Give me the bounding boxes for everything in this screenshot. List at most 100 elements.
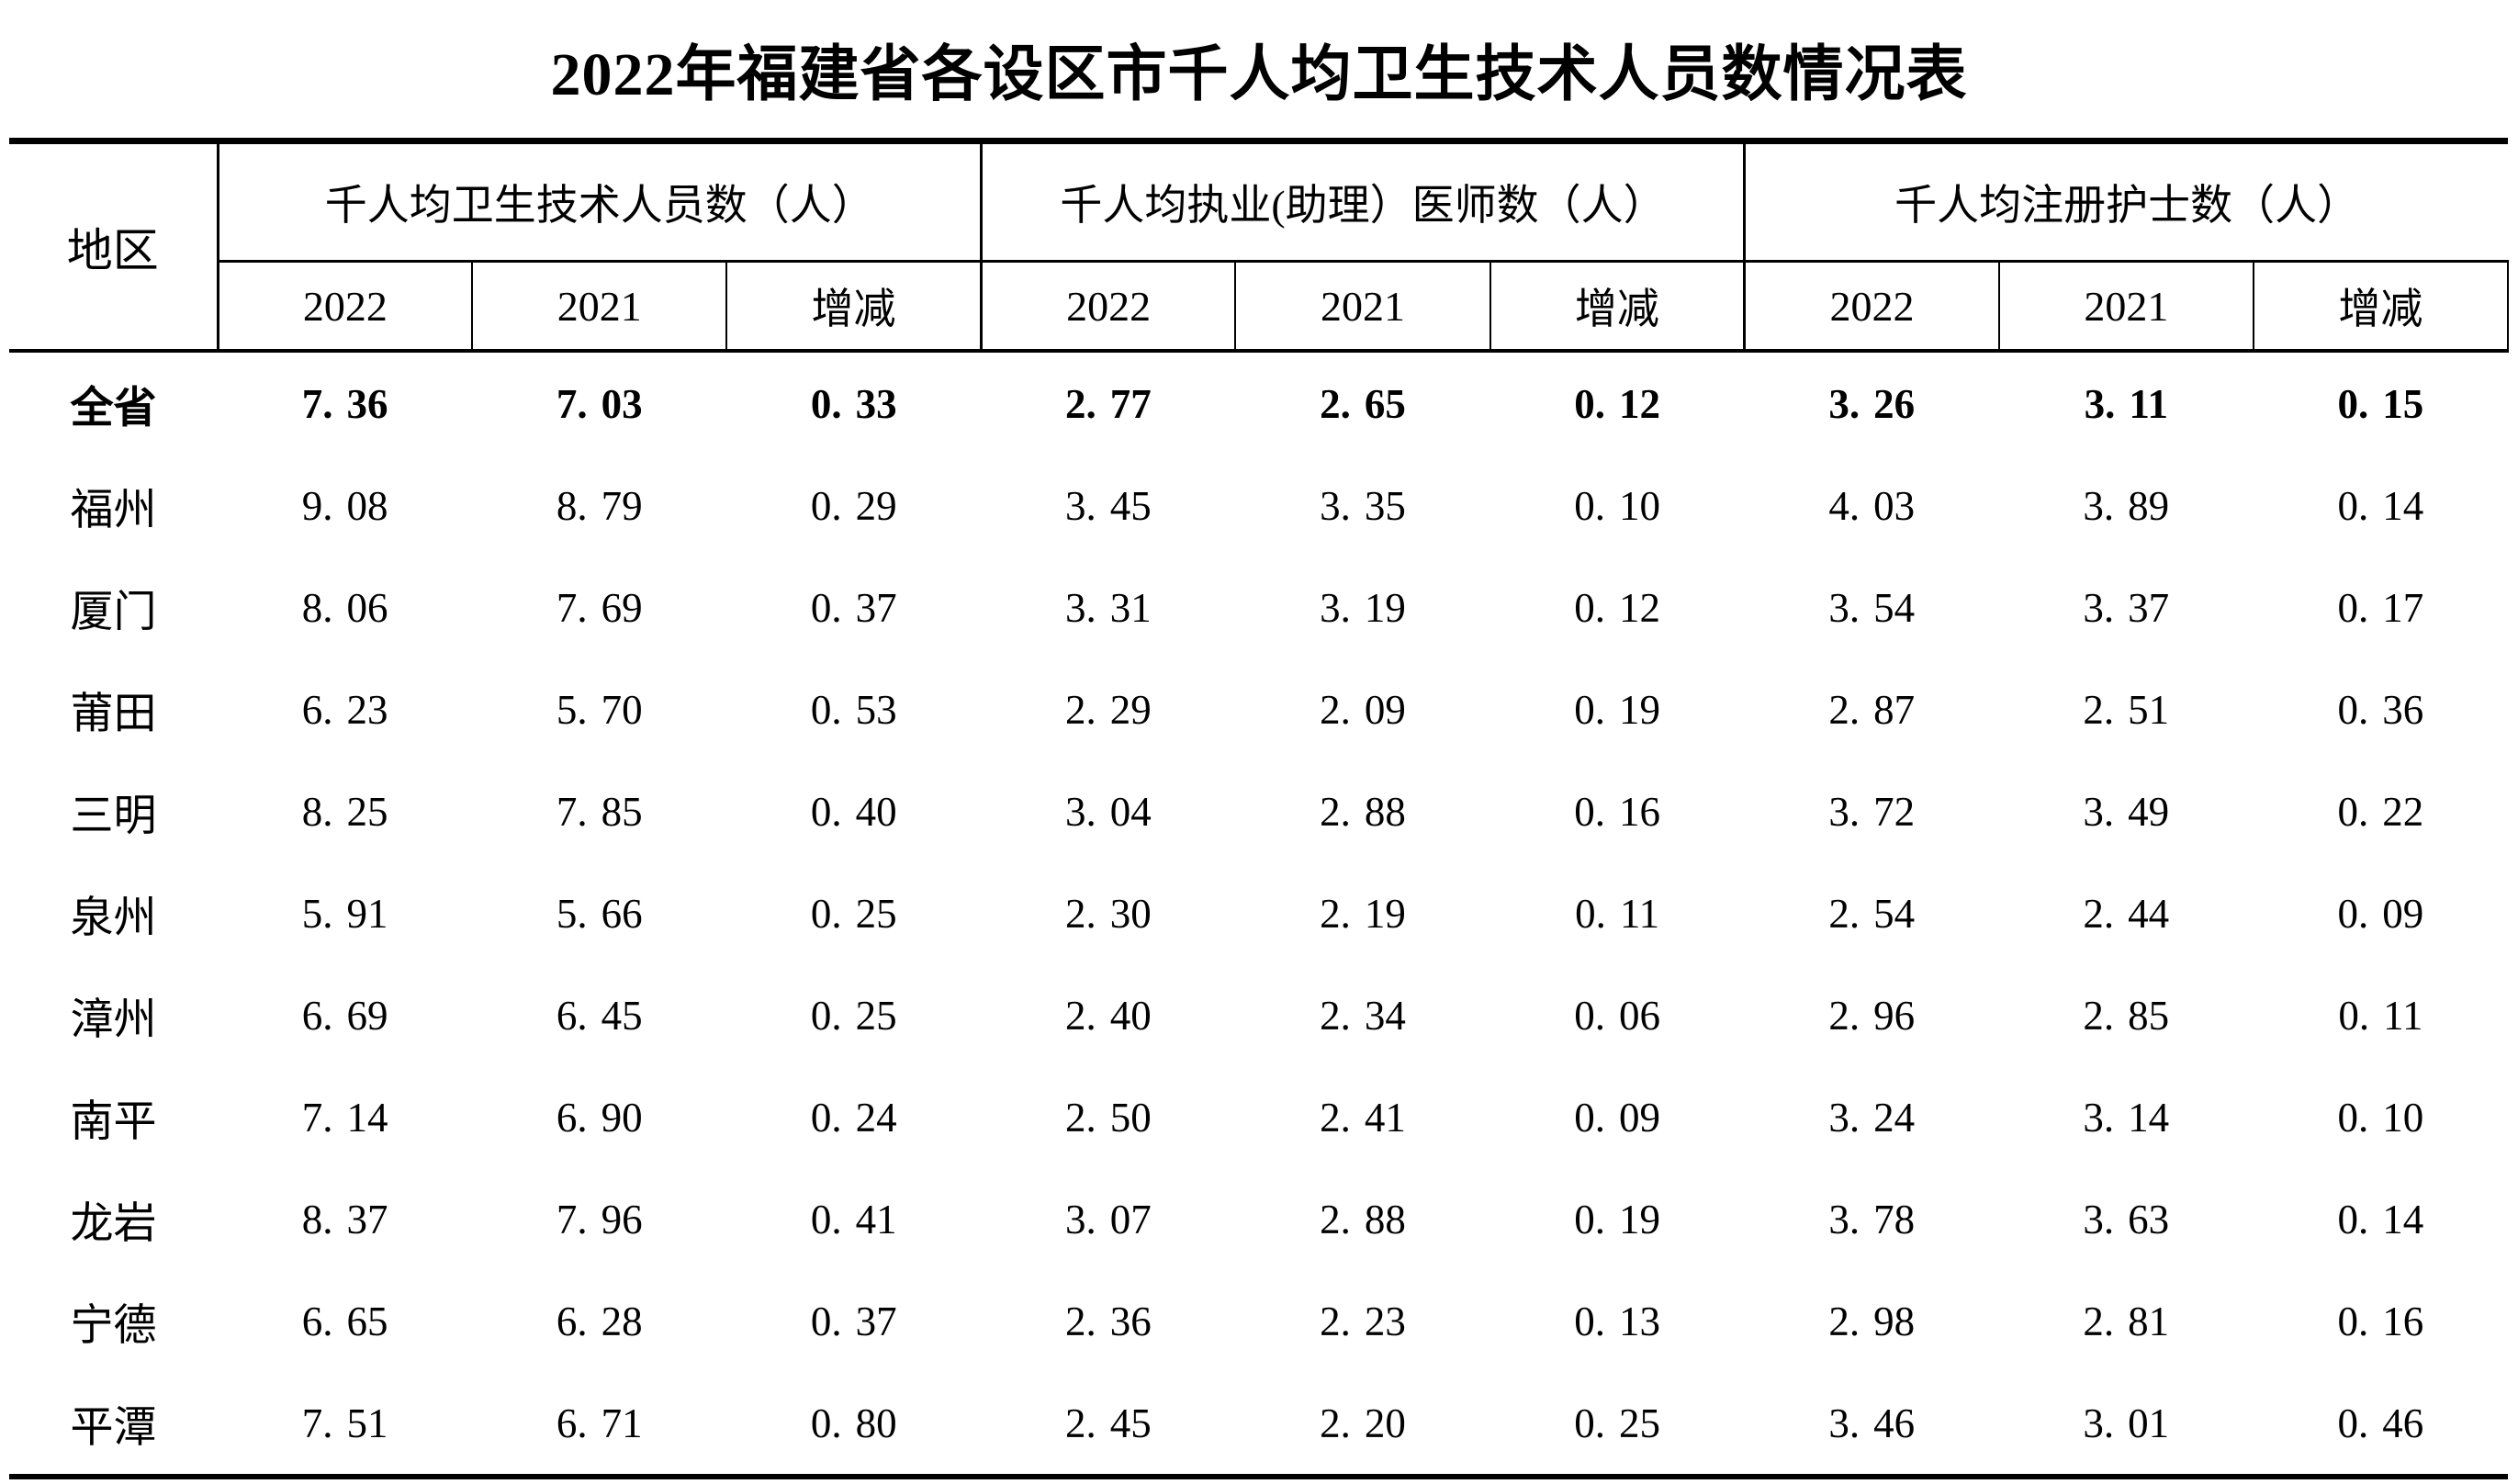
value-cell: 0. 14: [2337, 482, 2424, 529]
region-label: 全省: [70, 385, 157, 433]
value-cell: 2. 81: [2083, 1298, 2170, 1344]
value-cell: 2. 29: [1065, 686, 1152, 733]
subheader-2022: 2022: [216, 261, 473, 353]
group-header-health-technicians: 千人均卫生技术人员数（人）: [216, 141, 982, 263]
subheader-change: 增减: [2252, 261, 2510, 353]
value-cell: 2. 51: [2083, 686, 2170, 733]
subheader-2022: 2022: [1743, 261, 1999, 353]
value-cell: 2. 65: [1320, 380, 1406, 427]
title-bar: 2022年福建省各设区市千人均卫生技术人员数情况表: [0, 0, 2518, 138]
region-label: 平潭: [70, 1404, 157, 1452]
value-cell: 0. 24: [810, 1094, 897, 1141]
value-cell: 0. 06: [1574, 992, 1660, 1039]
value-cell: 0. 17: [2337, 584, 2424, 631]
value-cell: 2. 88: [1320, 788, 1406, 835]
region-label: 漳州: [70, 996, 157, 1044]
subheader-change: 增减: [1489, 261, 1745, 353]
value-cell: 0. 80: [810, 1400, 897, 1446]
value-cell: 0. 29: [810, 482, 897, 529]
value-cell: 0. 09: [2337, 890, 2424, 937]
table-row: 全省 7. 36 7. 03 0. 33 2. 77 2. 65 0. 12 3. 26 3. …: [9, 351, 2508, 455]
value-cell: 2. 36: [1065, 1298, 1152, 1344]
table-header: 地区 千人均卫生技术人员数（人） 千人均执业(助理）医师数（人） 千人均注册护士…: [9, 141, 2510, 353]
value-cell: 0. 25: [1574, 1400, 1660, 1446]
subheader-2022: 2022: [979, 261, 1236, 353]
value-cell: 9. 08: [301, 482, 388, 529]
region-column-header: 地区: [9, 141, 219, 353]
value-cell: 0. 37: [810, 1298, 897, 1344]
value-cell: 0. 16: [1574, 788, 1660, 835]
table-row: 福州 9. 08 8. 79 0. 29 3. 45 3. 35 0. 10 4. 03 3. …: [9, 455, 2508, 556]
subheader-2021: 2021: [1234, 261, 1490, 353]
value-cell: 7. 36: [301, 380, 388, 427]
value-cell: 3. 07: [1065, 1196, 1152, 1242]
value-cell: 2. 34: [1320, 992, 1406, 1039]
region-label: 厦门: [70, 589, 157, 636]
region-label: 龙岩: [70, 1200, 157, 1248]
value-cell: 0. 12: [1574, 584, 1660, 631]
value-cell: 3. 46: [1828, 1400, 1916, 1446]
value-cell: 7. 14: [301, 1094, 388, 1141]
subheader-2021: 2021: [1997, 261, 2254, 353]
value-cell: 3. 45: [1065, 482, 1152, 529]
value-cell: 8. 06: [301, 584, 388, 631]
value-cell: 6. 69: [301, 992, 388, 1039]
table-row: 龙岩 8. 37 7. 96 0. 41 3. 07 2. 88 0. 19 3. 78 3. …: [9, 1168, 2508, 1270]
value-cell: 4. 03: [1828, 482, 1916, 529]
value-cell: 6. 90: [556, 1094, 643, 1141]
value-cell: 5. 91: [301, 890, 388, 937]
value-cell: 2. 20: [1320, 1400, 1406, 1446]
value-cell: 3. 37: [2083, 584, 2170, 631]
value-cell: 0. 16: [2337, 1298, 2424, 1344]
value-cell: 2. 50: [1065, 1094, 1152, 1141]
value-cell: 3. 01: [2083, 1400, 2170, 1446]
health-personnel-table: 地区 千人均卫生技术人员数（人） 千人均执业(助理）医师数（人） 千人均注册护士…: [9, 138, 2510, 1479]
value-cell: 2. 40: [1065, 992, 1152, 1039]
value-cell: 6. 71: [556, 1400, 643, 1446]
value-cell: 0. 11: [2338, 992, 2423, 1039]
value-cell: 3. 78: [1828, 1196, 1916, 1242]
page-title: 2022年福建省各设区市千人均卫生技术人员数情况表: [550, 41, 1968, 108]
value-cell: 0. 15: [2337, 380, 2424, 427]
value-cell: 6. 23: [301, 686, 388, 733]
value-cell: 2. 54: [1828, 890, 1916, 937]
value-cell: 0. 13: [1574, 1298, 1660, 1344]
value-cell: 3. 14: [2083, 1094, 2170, 1141]
value-cell: 0. 19: [1574, 1196, 1660, 1242]
table-row: 莆田 6. 23 5. 70 0. 53 2. 29 2. 09 0. 19 2. 87 2. …: [9, 658, 2508, 760]
value-cell: 3. 54: [1828, 584, 1916, 631]
value-cell: 0. 25: [810, 890, 897, 937]
value-cell: 0. 53: [810, 686, 897, 733]
value-cell: 3. 63: [2083, 1196, 2170, 1242]
value-cell: 3. 49: [2083, 788, 2170, 835]
table-row: 三明 8. 25 7. 85 0. 40 3. 04 2. 88 0. 16 3. 72 3. …: [9, 760, 2508, 862]
value-cell: 5. 70: [556, 686, 643, 733]
value-cell: 2. 98: [1828, 1298, 1916, 1344]
value-cell: 8. 25: [301, 788, 388, 835]
value-cell: 0. 46: [2337, 1400, 2424, 1446]
value-cell: 2. 96: [1828, 992, 1916, 1039]
table-row: 南平 7. 14 6. 90 0. 24 2. 50 2. 41 0. 09 3. 24 3. …: [9, 1066, 2508, 1168]
region-label: 莆田: [70, 691, 157, 738]
value-cell: 0. 09: [1574, 1094, 1660, 1141]
value-cell: 7. 85: [556, 788, 643, 835]
value-cell: 0. 19: [1574, 686, 1660, 733]
value-cell: 2. 87: [1828, 686, 1916, 733]
value-cell: 0. 12: [1574, 380, 1660, 427]
value-cell: 3. 26: [1828, 380, 1916, 427]
subheader-2021: 2021: [471, 261, 727, 353]
header-sub-row: 2022 2021 增减 2022 2021 增减 2022 2021 增减: [9, 261, 2510, 353]
value-cell: 7. 96: [556, 1196, 643, 1242]
table-body: 全省 7. 36 7. 03 0. 33 2. 77 2. 65 0. 12 3. 26 3. …: [9, 351, 2508, 1477]
value-cell: 2. 77: [1065, 380, 1152, 427]
value-cell: 6. 28: [556, 1298, 643, 1344]
value-cell: 3. 24: [1828, 1094, 1916, 1141]
value-cell: 6. 45: [556, 992, 643, 1039]
region-label: 福州: [70, 487, 157, 534]
value-cell: 0. 40: [810, 788, 897, 835]
value-cell: 6. 65: [301, 1298, 388, 1344]
value-cell: 2. 09: [1320, 686, 1406, 733]
value-cell: 0. 25: [810, 992, 897, 1039]
value-cell: 3. 19: [1320, 584, 1406, 631]
value-cell: 2. 45: [1065, 1400, 1152, 1446]
